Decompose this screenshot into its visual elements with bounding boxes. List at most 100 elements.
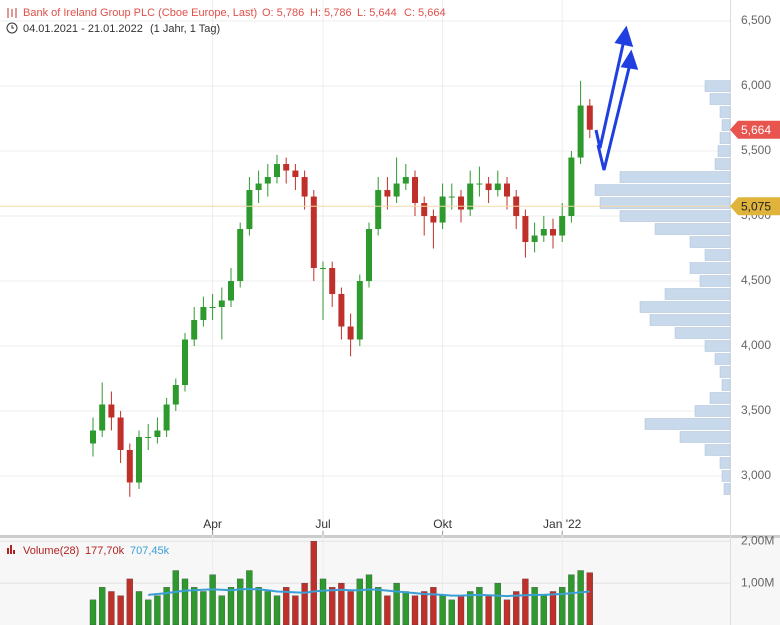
candle-body xyxy=(522,216,529,243)
volume-bar xyxy=(145,599,152,625)
volume-profile-bar xyxy=(704,249,731,261)
volume-profile-bar xyxy=(719,132,731,144)
arrowhead xyxy=(614,25,634,48)
volume-bar xyxy=(264,591,271,625)
volume-bar xyxy=(310,541,317,625)
candle-body xyxy=(237,229,244,282)
volume-bar xyxy=(237,578,244,625)
volume-profile-bar xyxy=(689,262,731,274)
volume-bar xyxy=(467,591,474,625)
arrowhead xyxy=(620,49,639,70)
marks: 3,0003,5004,0004,5005,0005,5006,0006,500… xyxy=(0,13,780,625)
volume-bar xyxy=(209,574,216,625)
annotation-arrows xyxy=(594,25,639,171)
volume-profile-bar xyxy=(619,171,731,183)
header: Bank of Ireland Group PLC (Cboe Europe, … xyxy=(6,7,446,35)
candle-body xyxy=(246,190,253,230)
volume-profile-bar xyxy=(721,379,731,391)
low-value: L: 5,644 xyxy=(357,7,397,19)
volume-bar xyxy=(439,595,446,625)
volume-bar xyxy=(457,595,465,625)
volume-bar xyxy=(172,570,179,625)
volume-bar xyxy=(476,587,483,625)
candle-body xyxy=(421,203,428,217)
candle-body xyxy=(264,177,271,184)
volume-bar xyxy=(135,591,143,625)
clock-hand xyxy=(11,25,14,29)
y-tick-label: 2,00M xyxy=(741,533,774,547)
candle-body xyxy=(209,307,216,309)
volume-bar xyxy=(384,595,391,625)
candle-body xyxy=(329,268,336,295)
candle-body xyxy=(145,436,152,438)
volume-bar xyxy=(448,599,455,625)
period: (1 Jahr, 1 Tag) xyxy=(150,23,220,35)
volume-profile-bar xyxy=(704,444,731,456)
candle-body xyxy=(292,170,299,178)
price-tag xyxy=(730,197,780,216)
volume-bar xyxy=(117,595,124,625)
candle-body xyxy=(136,436,142,483)
volume-profile-bar xyxy=(699,275,731,287)
volume-bar xyxy=(200,591,207,625)
candle-body xyxy=(402,177,409,184)
volume-bar xyxy=(485,595,492,625)
candle-body xyxy=(163,404,170,431)
volume-bar xyxy=(218,595,225,625)
candle-body xyxy=(577,105,584,158)
candle-body xyxy=(255,183,262,191)
volume-profile-bar xyxy=(689,236,731,248)
volume-bar xyxy=(540,595,547,625)
volume-bar xyxy=(375,587,382,625)
volume-bar xyxy=(568,574,575,625)
volume-bar xyxy=(89,599,97,625)
volume-profile-bar xyxy=(714,158,731,170)
candle-body xyxy=(393,183,400,197)
y-tick-label: 3,000 xyxy=(741,468,771,482)
open-value: O: 5,786 xyxy=(262,7,304,19)
volume-bar xyxy=(154,595,161,625)
volume-profile-bar xyxy=(679,431,731,443)
volume-profile-bar xyxy=(694,405,731,417)
candle-body xyxy=(172,385,179,405)
volume-bar xyxy=(411,595,419,625)
volume-profile-bar xyxy=(717,145,731,157)
volume-profile-bar xyxy=(719,457,731,469)
volume-bar xyxy=(301,582,308,625)
y-tick-label: 6,500 xyxy=(741,13,771,27)
volume-bar xyxy=(421,591,428,625)
candle-body xyxy=(301,177,308,197)
candle-icon xyxy=(7,8,17,18)
candle-body xyxy=(347,326,354,340)
high-value: H: 5,786 xyxy=(310,7,352,19)
volume-legend: Volume(28) 177,70k 707,45k xyxy=(7,545,170,557)
volume-bar xyxy=(522,578,529,625)
volume-profile-bar xyxy=(721,470,731,482)
volume-bar xyxy=(329,587,336,625)
x-tick-label: Apr xyxy=(203,517,222,531)
instrument-title: Bank of Ireland Group PLC (Cboe Europe, … xyxy=(23,7,257,19)
candle-body xyxy=(108,404,115,418)
candle-body xyxy=(191,320,198,340)
price-tag-label: 5,664 xyxy=(741,123,771,137)
volume-profile-bar xyxy=(594,184,731,196)
arrow xyxy=(596,63,632,171)
y-tick-label: 1,00M xyxy=(741,575,774,589)
candle-body xyxy=(476,183,483,185)
volume-profile-bar xyxy=(619,210,731,222)
candle-body xyxy=(384,190,391,197)
candle-body xyxy=(126,449,133,483)
candle-body xyxy=(467,183,474,210)
candle-body xyxy=(531,235,538,243)
candle-body xyxy=(540,229,547,236)
volume-bar xyxy=(255,587,262,625)
candle-body xyxy=(182,339,188,386)
candle-body xyxy=(448,196,455,198)
volume-profile-bar xyxy=(674,327,731,339)
close-value: C: 5,664 xyxy=(404,7,446,19)
volume-bar xyxy=(292,595,299,625)
volume-profile-bar xyxy=(709,93,731,105)
x-tick-label: Jul xyxy=(315,517,330,531)
volume-icon xyxy=(7,545,15,554)
